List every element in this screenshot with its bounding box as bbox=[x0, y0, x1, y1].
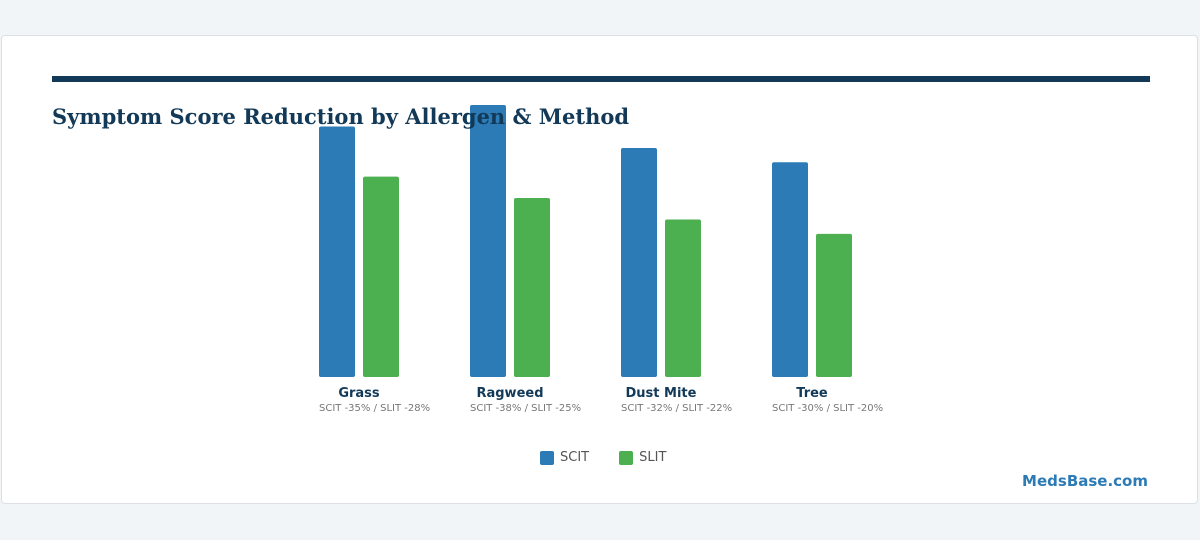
legend-item-slit: SLIT bbox=[619, 450, 666, 465]
category-label: Tree bbox=[796, 386, 828, 401]
legend-swatch-slit bbox=[619, 450, 634, 465]
category-label: Dust Mite bbox=[626, 386, 697, 401]
bar-slit-ragweed bbox=[514, 198, 550, 377]
header-rule bbox=[52, 76, 1150, 82]
category-label: Grass bbox=[338, 386, 380, 401]
bar-scit-tree bbox=[772, 162, 808, 377]
legend-swatch-scit bbox=[540, 450, 554, 465]
chart-title: Symptom Score Reduction by Allergen & Me… bbox=[52, 104, 630, 129]
brand-link[interactable]: MedsBase.com bbox=[1022, 472, 1148, 490]
legend-label-slit: SLIT bbox=[639, 450, 667, 465]
category-sublabel: SCIT -30% / SLIT -20% bbox=[772, 403, 883, 414]
legend-item-scit: SCIT bbox=[540, 450, 589, 465]
bar-scit-ragweed bbox=[470, 105, 506, 377]
bar-scit-dust-mite bbox=[621, 147, 657, 377]
bar-slit-dust-mite bbox=[665, 219, 701, 377]
category-label: Ragweed bbox=[476, 386, 543, 401]
bar-slit-tree bbox=[816, 233, 852, 377]
category-sublabel: SCIT -35% / SLIT -28% bbox=[319, 403, 430, 414]
legend-label-scit: SCIT bbox=[560, 450, 590, 465]
category-sublabel: SCIT -38% / SLIT -25% bbox=[470, 403, 581, 414]
bar-chart: Grass SCIT -35% / SLIT -28% Ragweed SCIT -3… bbox=[319, 105, 883, 414]
bar-slit-grass bbox=[363, 176, 399, 377]
legend: SCIT SLIT bbox=[540, 450, 666, 465]
category-sublabel: SCIT -32% / SLIT -22% bbox=[621, 403, 732, 414]
chart-card: Grass SCIT -35% / SLIT -28% Ragweed SCIT -3… bbox=[1, 35, 1198, 504]
bar-scit-grass bbox=[319, 126, 355, 377]
